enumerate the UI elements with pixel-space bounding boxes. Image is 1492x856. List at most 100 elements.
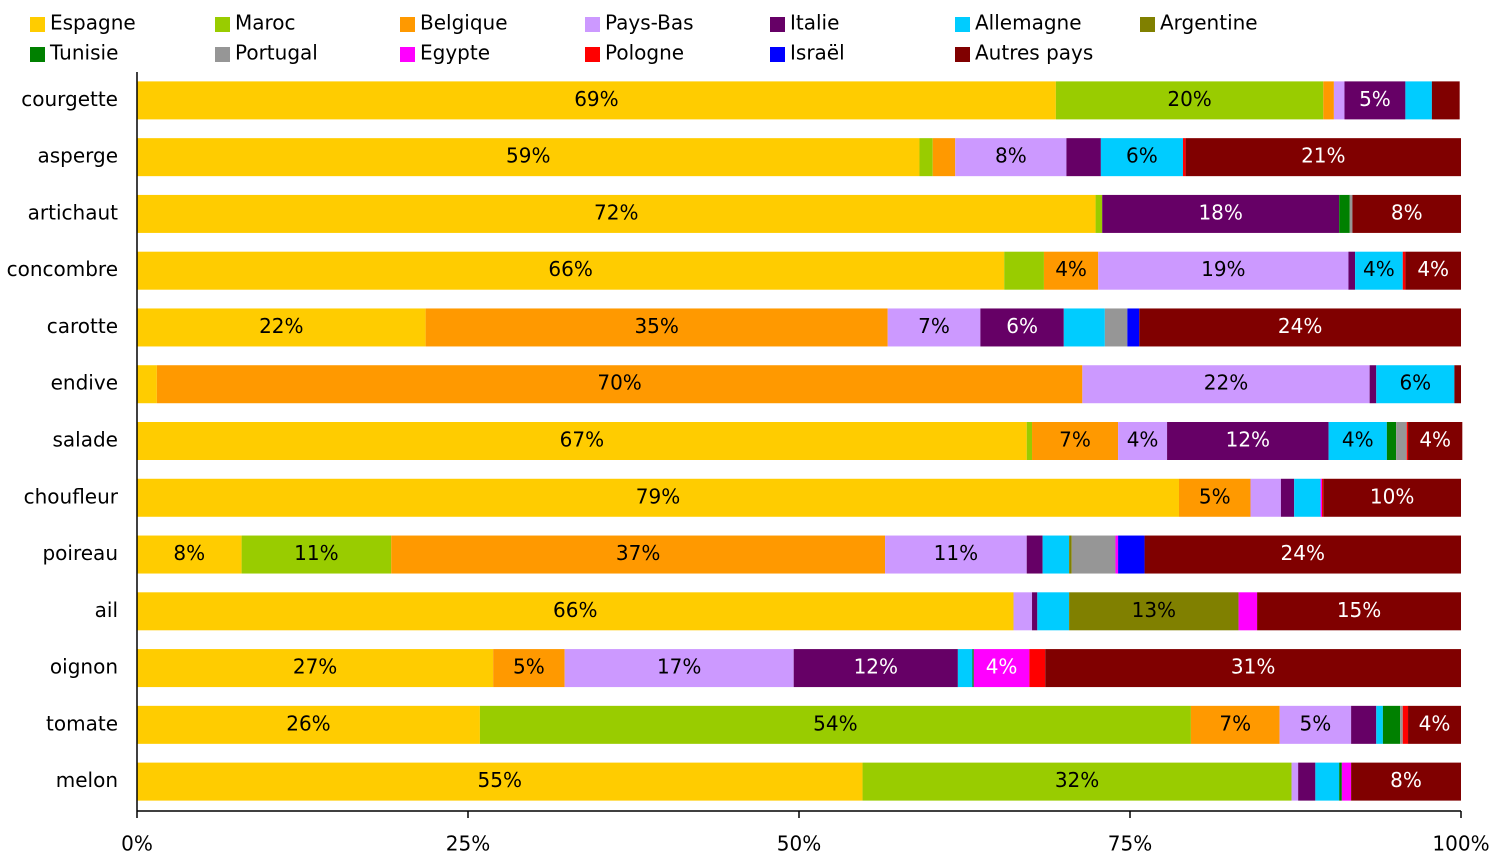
legend-swatch: [400, 47, 415, 62]
data-label: 26%: [286, 711, 330, 735]
y-tick-label: courgette: [21, 87, 118, 111]
bar-segment: [1029, 649, 1046, 688]
data-label: 20%: [1167, 87, 1211, 111]
legend-swatch: [400, 17, 415, 32]
y-tick-label: melon: [56, 768, 118, 792]
bar-segment: [1298, 762, 1316, 801]
bar-segment: [1291, 762, 1299, 801]
bar-segment: [793, 649, 958, 688]
bar-segment: [1294, 478, 1321, 517]
bar-segment: [1069, 592, 1239, 631]
data-label: 66%: [548, 257, 592, 281]
x-tick-label: 25%: [446, 832, 490, 856]
bar-segment: [1178, 478, 1251, 517]
bar-segment: [1396, 422, 1407, 460]
bar-segment: [1118, 535, 1145, 574]
bar-segment: [972, 649, 974, 688]
data-label: 10%: [1370, 484, 1414, 508]
bar-segment: [137, 535, 242, 574]
bar-segment: [1032, 422, 1119, 460]
data-label: 4%: [1127, 428, 1159, 452]
bar-segment: [1144, 535, 1461, 574]
bar-segment: [1115, 535, 1119, 574]
bar-segment: [1280, 478, 1295, 517]
bar-segment: [1104, 308, 1128, 347]
data-label: 6%: [1006, 314, 1038, 338]
bar-segment: [1431, 81, 1460, 120]
y-tick-label: asperge: [37, 144, 118, 168]
bar-segment: [919, 138, 933, 177]
bar-segment: [862, 762, 1292, 801]
legend-label: Autres pays: [975, 41, 1093, 65]
bar-segment: [1100, 138, 1183, 177]
legend-label: Pays-Bas: [605, 11, 694, 35]
bar-segment: [137, 194, 1096, 233]
data-label: 72%: [594, 200, 638, 224]
data-label: 7%: [1059, 428, 1091, 452]
bar-segment: [1127, 308, 1140, 347]
data-label: 8%: [1391, 200, 1423, 224]
bar-segment: [1315, 762, 1340, 801]
data-label: 5%: [1359, 87, 1391, 111]
data-label: 15%: [1337, 598, 1381, 622]
bar-segment: [1321, 478, 1324, 517]
bar-segment: [137, 762, 863, 801]
bar-segment: [1376, 365, 1455, 404]
bar-segment: [1102, 194, 1340, 233]
bar-segment: [1139, 308, 1461, 347]
data-label: 4%: [986, 655, 1018, 679]
legend-swatch: [585, 47, 600, 62]
data-label: 79%: [636, 484, 680, 508]
bar-segment: [1348, 251, 1356, 290]
bar-segment: [1238, 592, 1258, 631]
bar-segment: [137, 138, 920, 177]
bar-segment: [137, 478, 1179, 517]
y-tick-label: poireau: [42, 541, 118, 565]
legend-label: Tunisie: [49, 41, 118, 65]
legend-swatch: [955, 17, 970, 32]
y-tick-label: tomate: [46, 711, 118, 735]
legend-swatch: [585, 17, 600, 32]
legend-label: Belgique: [420, 11, 508, 35]
bar-segment: [1323, 478, 1461, 517]
y-tick-label: salade: [53, 428, 119, 452]
bar-segment: [885, 535, 1027, 574]
bar-segment: [1043, 251, 1099, 290]
data-label: 12%: [1226, 428, 1270, 452]
bar-segment: [1333, 81, 1345, 120]
data-label: 12%: [854, 655, 898, 679]
bar-segment: [137, 308, 426, 347]
bar-segment: [1013, 592, 1033, 631]
bar-segment: [137, 81, 1056, 120]
legend-swatch: [30, 47, 45, 62]
data-label: 7%: [1219, 711, 1251, 735]
data-label: 4%: [1417, 257, 1449, 281]
bar-segment: [137, 592, 1014, 631]
data-label: 4%: [1419, 711, 1451, 735]
bar-segment: [241, 535, 392, 574]
bar-segment: [1405, 251, 1461, 290]
bar-segment: [932, 138, 956, 177]
bar-segment: [1082, 365, 1370, 404]
data-label: 11%: [934, 541, 978, 565]
bar-segment: [493, 649, 565, 688]
bar-segment: [1339, 762, 1342, 801]
legend-label: Egypte: [420, 41, 490, 65]
data-label: 70%: [597, 371, 641, 395]
bar-segment: [1408, 422, 1463, 460]
bar-segment: [1349, 194, 1353, 233]
legend-label: Israël: [790, 41, 845, 65]
y-tick-label: ail: [95, 598, 118, 622]
data-label: 18%: [1198, 200, 1242, 224]
bar-segment: [1386, 422, 1397, 460]
legend-label: Espagne: [50, 11, 136, 35]
bar-segment: [1406, 422, 1409, 460]
legend-swatch: [215, 47, 230, 62]
x-tick-label: 100%: [1432, 832, 1489, 856]
bar-segment: [1095, 194, 1103, 233]
bar-segment: [1400, 705, 1403, 744]
bar-segment: [564, 649, 794, 688]
data-label: 22%: [1204, 371, 1248, 395]
bar-segment: [156, 365, 1083, 404]
bar-segment: [1257, 592, 1461, 631]
